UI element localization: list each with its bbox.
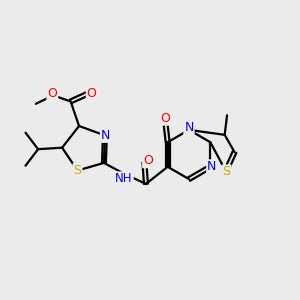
- Text: O: O: [143, 154, 153, 167]
- Text: N: N: [184, 121, 194, 134]
- Text: O: O: [87, 86, 97, 100]
- Text: O: O: [160, 112, 170, 125]
- Text: S: S: [223, 165, 230, 178]
- Text: N: N: [101, 129, 110, 142]
- Text: O: O: [47, 87, 57, 101]
- Text: NH: NH: [115, 172, 133, 185]
- Text: S: S: [74, 164, 82, 177]
- Text: N: N: [207, 160, 217, 173]
